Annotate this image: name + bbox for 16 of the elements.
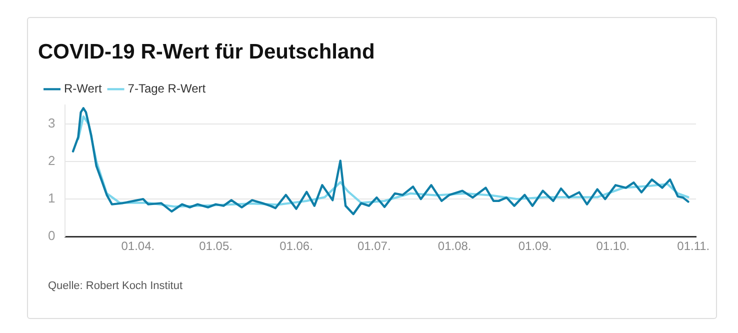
x-tick-label: 01.09. <box>518 239 552 254</box>
y-tick-label: 0 <box>48 228 56 244</box>
chart-title: COVID-19 R-Wert für Deutschland <box>38 40 375 64</box>
x-tick-label: 01.07. <box>357 239 391 254</box>
x-tick-label: 01.11. <box>677 239 710 254</box>
y-tick-label: 3 <box>48 116 56 131</box>
x-tick-label: 01.06. <box>280 239 313 254</box>
x-tick-label: 01.04. <box>121 239 155 254</box>
legend-label: R-Wert <box>64 82 102 96</box>
y-tick-label: 1 <box>48 190 56 206</box>
y-tick-label: 2 <box>48 153 56 168</box>
legend-label: 7-Tage R-Wert <box>128 82 206 96</box>
x-tick-label: 01.08. <box>438 239 472 254</box>
x-tick-label: 01.05. <box>199 239 232 254</box>
source-note: Quelle: Robert Koch Institut <box>48 280 183 292</box>
x-tick-label: 01.10. <box>596 239 630 254</box>
